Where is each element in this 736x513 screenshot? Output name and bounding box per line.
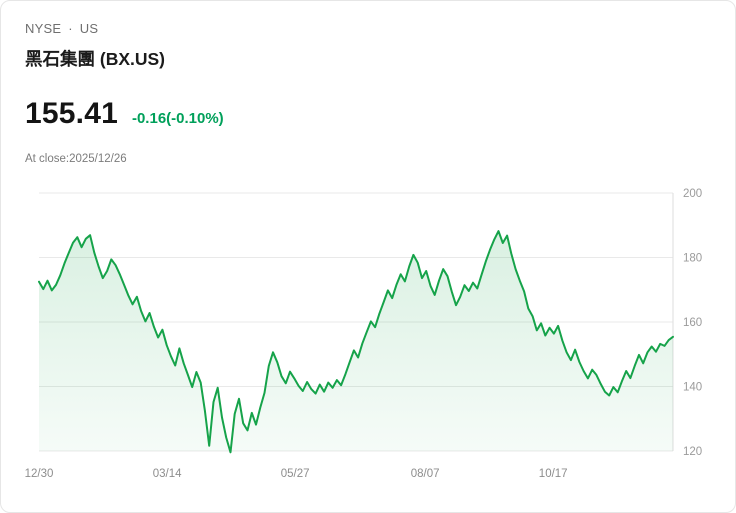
svg-text:140: 140 [683, 382, 702, 394]
svg-text:120: 120 [683, 446, 702, 458]
svg-text:10/17: 10/17 [539, 468, 568, 480]
price-chart[interactable]: 200 180 160 140 120 12/30 03/14 05/27 08/07 10/17 [25, 185, 713, 487]
svg-text:160: 160 [683, 317, 702, 329]
price-row: 155.41 -0.16(-0.10%) [25, 97, 711, 131]
dot-separator: · [68, 21, 73, 36]
price-chart-svg[interactable]: 200 180 160 140 120 12/30 03/14 05/27 08/07 10/17 [25, 185, 713, 487]
exchange-label: NYSE [25, 21, 62, 36]
svg-text:200: 200 [683, 188, 702, 200]
svg-text:08/07: 08/07 [411, 468, 440, 480]
svg-text:180: 180 [683, 253, 702, 265]
stock-name: 黑石集團 (BX.US) [25, 49, 165, 69]
region-label: US [79, 21, 99, 36]
svg-text:03/14: 03/14 [153, 468, 182, 480]
price-change: -0.16(-0.10%) [131, 110, 224, 127]
svg-text:12/30: 12/30 [25, 468, 53, 480]
svg-text:05/27: 05/27 [281, 468, 310, 480]
exchange-row: NYSE · US [25, 21, 711, 36]
last-price: 155.41 [25, 97, 118, 130]
as-of-timestamp: At close:2025/12/26 [25, 153, 127, 165]
